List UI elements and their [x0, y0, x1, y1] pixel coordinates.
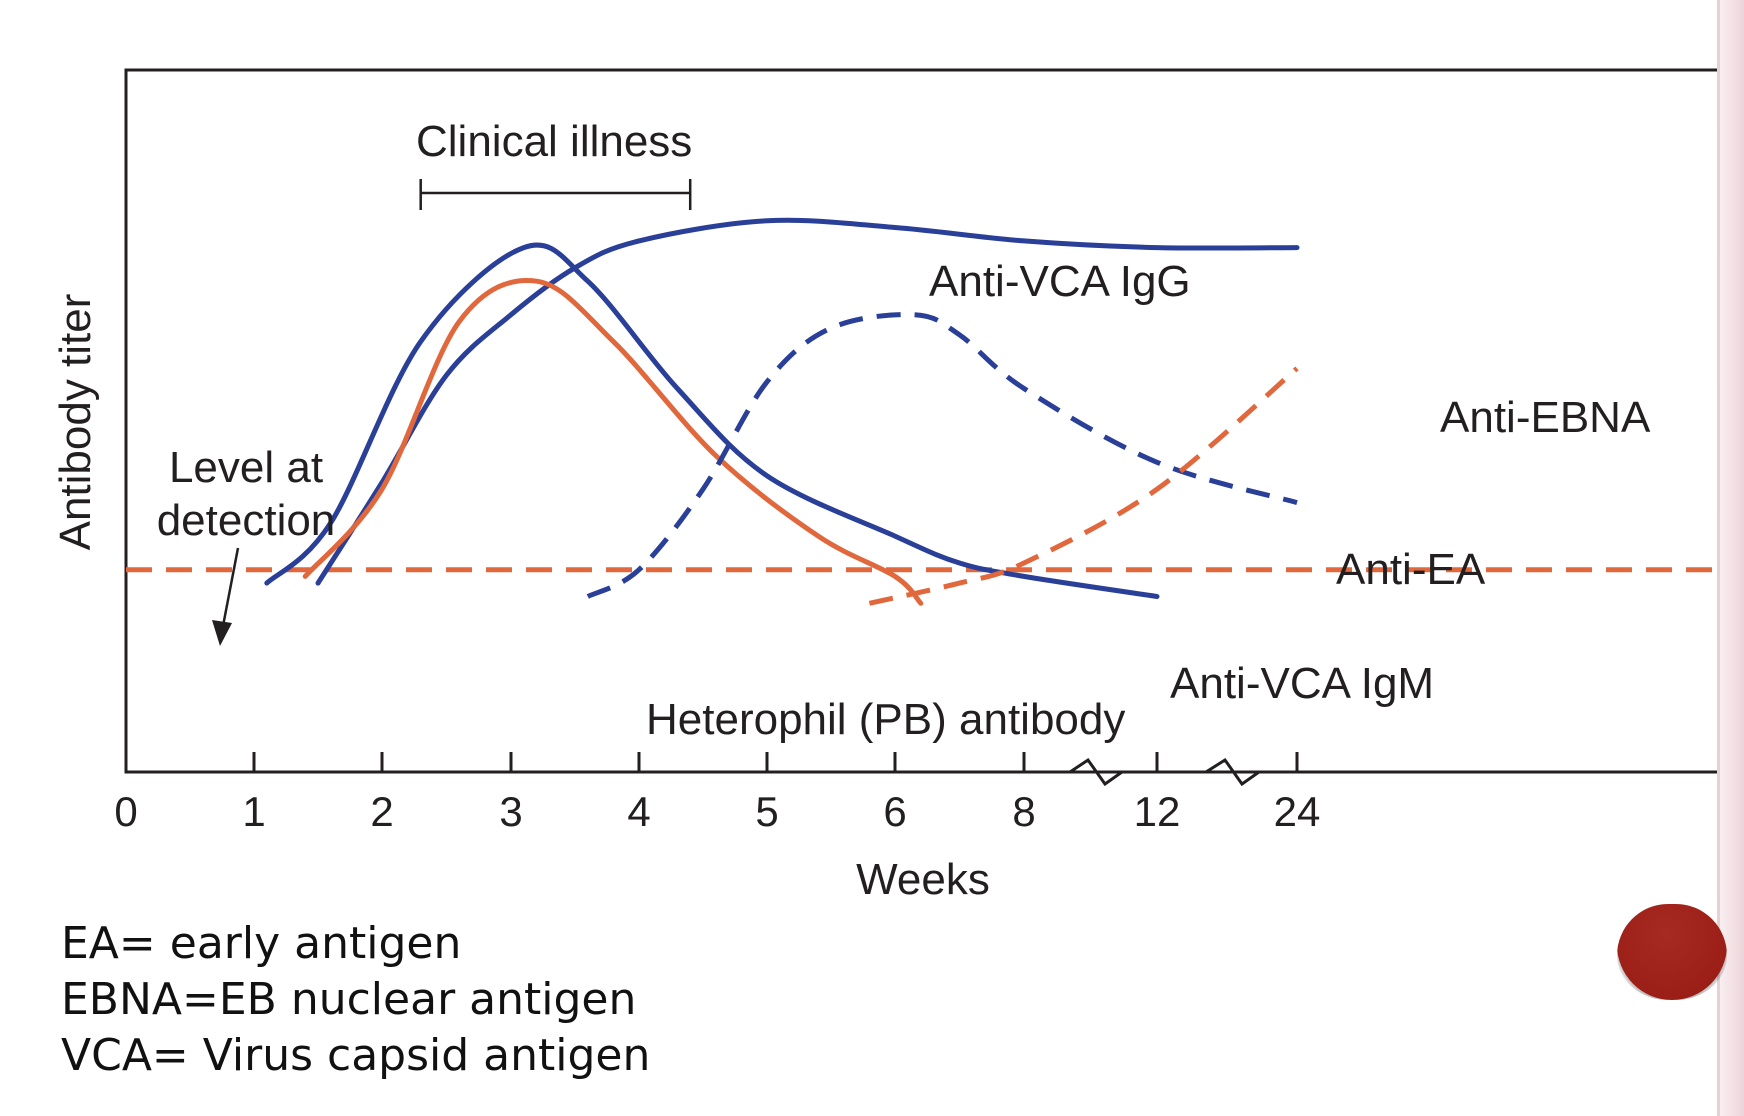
series-line-heterophil-pb-antibody [302, 278, 924, 606]
x-tick-label-1: 1 [242, 788, 265, 835]
note-ea: EA= early antigen [61, 918, 462, 969]
series-line-anti-ebna [868, 366, 1299, 606]
series-label-anti-vca-igm: Anti-VCA IgM [1170, 659, 1434, 708]
x-axis-label: Weeks [856, 855, 990, 904]
detection-label-line1: Level at [169, 443, 323, 492]
x-tick-label-4: 4 [627, 788, 650, 835]
y-axis-label: Antibody titer [51, 294, 100, 551]
clinical-illness-label: Clinical illness [416, 117, 692, 166]
series-label-anti-ebna: Anti-EBNA [1440, 393, 1651, 442]
detection-arrow-head [212, 620, 232, 646]
x-tick-label-2: 2 [370, 788, 393, 835]
series-line-anti-ea [586, 312, 1298, 599]
series-label-heterophil-pb-antibody: Heterophil (PB) antibody [646, 695, 1125, 744]
series-label-anti-ea: Anti-EA [1336, 545, 1486, 594]
note-vca: VCA= Virus capsid antigen [61, 1030, 651, 1081]
x-tick-label-12: 12 [1134, 788, 1181, 835]
x-tick-label-0: 0 [114, 788, 137, 835]
series-line-anti-vca-igm [264, 242, 1160, 599]
x-tick-label-6: 6 [883, 788, 906, 835]
x-tick-label-8: 8 [1012, 788, 1035, 835]
note-ebna: EBNA=EB nuclear antigen [61, 974, 637, 1025]
x-tick-label-3: 3 [499, 788, 522, 835]
abbreviation-notes: EA= early antigen EBNA=EB nuclear antige… [61, 916, 650, 1084]
series-line-anti-vca-igg [315, 217, 1300, 586]
detection-arrow-shaft [221, 547, 240, 627]
x-tick-label-5: 5 [755, 788, 778, 835]
detection-label-line2: detection [157, 496, 336, 545]
slide-dot-decoration [1617, 904, 1727, 1000]
x-tick-label-24: 24 [1274, 788, 1321, 835]
x-axis-line [126, 757, 1720, 787]
series-label-anti-vca-igg: Anti-VCA IgG [929, 257, 1191, 306]
